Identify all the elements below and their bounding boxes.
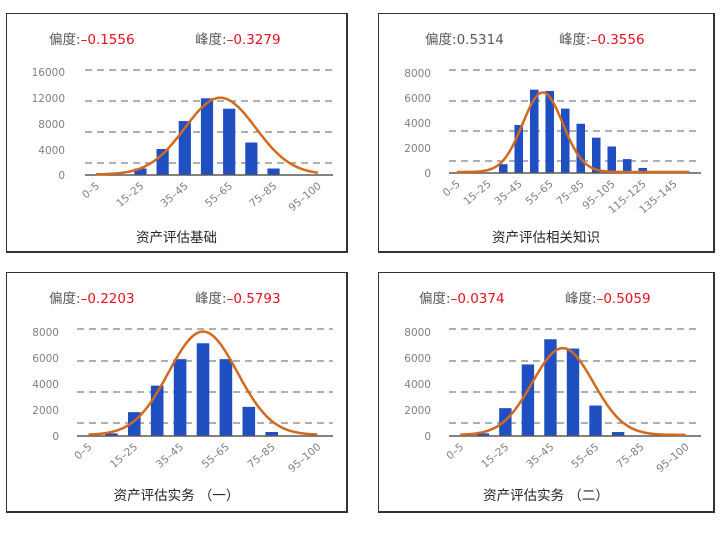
histogram-plot: 020004000600080000–515–2535–4555–6575–85… [404,68,701,216]
histogram-bar [219,359,233,436]
skewness-stat: 偏度:–0.0374 [419,291,505,307]
histogram-bar [196,343,210,436]
histogram-bar [267,168,280,175]
y-tick-label: 16000 [32,67,65,79]
skewness-stat: 偏度:0.5314 [425,32,504,48]
y-tick-label: 8000 [32,327,59,339]
chart-title: 资产评估实务 （二） [483,488,609,504]
x-tick-label: 75–85 [245,441,277,471]
normal-fit-curve [96,96,319,176]
y-tick-label: 0 [424,431,431,443]
x-tick-label: 15–25 [114,180,146,210]
kurtosis-stat: 峰度:–0.5793 [195,291,281,307]
y-tick-label: 8000 [404,68,431,80]
histogram-bar [589,405,602,436]
y-tick-label: 0 [58,170,65,182]
x-tick-label: 75–85 [247,180,279,210]
histogram-bar [566,348,580,436]
skewness-stat: 偏度:–0.2203 [49,291,135,307]
y-tick-label: 4000 [32,379,59,391]
histogram-bar [560,108,570,173]
y-tick-label: 2000 [404,405,431,417]
chart-title: 资产评估实务 （一） [113,488,240,504]
x-tick-label: 0–5 [441,178,463,199]
histogram-bar [498,164,508,173]
x-tick-label: 0–5 [72,441,94,462]
x-tick-label: 35–45 [524,441,556,471]
x-tick-label: 75–85 [614,441,646,471]
histogram-bar [622,159,632,173]
histogram-bar [476,433,490,436]
histogram-bar [265,432,279,436]
y-tick-label: 4000 [404,118,431,130]
normal-fit-curve [460,346,686,437]
y-tick-label: 4000 [404,379,431,391]
y-tick-label: 2000 [404,143,431,155]
skewness-stat: 偏度:–0.1556 [49,32,135,48]
histogram-plot: 0 2000 4000 6000 8000 0–5 15–25 35–45 55–65 75–85… [404,327,701,475]
histogram-bar [591,137,601,173]
y-tick-label: 6000 [404,93,431,105]
x-tick-label: 55–65 [200,441,232,471]
chart-title: 资产评估相关知识 [492,230,600,246]
histogram-bar [105,433,118,436]
y-tick-label: 8000 [404,327,431,339]
histogram-plot: 0 4000 8000 12000 16000 0–5 15–25 35–45 55–65 75–… [32,67,333,214]
x-tick-label: 35–45 [492,178,524,208]
histogram-plot: 0 2000 4000 6000 8000 0–5 15–25 35–45 55–65 75–85… [32,327,333,475]
normal-fit-curve [88,330,318,436]
x-tick-label: 55–65 [203,180,235,210]
x-tick-label: 95–100 [286,441,323,475]
histogram-bar [223,108,236,175]
x-tick-label: 95–100 [654,441,691,475]
x-tick-label: 15–25 [479,441,511,471]
histogram-bar [178,121,191,175]
histogram-bar [514,125,524,173]
histogram-bar [529,89,539,173]
histogram-bar [611,432,625,436]
x-tick-label: 15–25 [461,178,493,208]
kurtosis-stat: 峰度:–0.3556 [559,32,645,48]
x-tick-label: 0–5 [444,441,466,462]
y-tick-label: 4000 [38,145,65,157]
histogram-bar [242,406,256,436]
x-tick-label: 55–65 [523,178,555,208]
histogram-bar [134,168,147,175]
chart-panel-practice-1: 偏度:–0.2203 峰度:–0.5793 0 2000 4000 6000 8000 0… [6,272,348,513]
x-tick-label: 95–100 [287,180,324,214]
histogram-bar [638,167,648,173]
histogram-bar [544,339,557,436]
y-tick-label: 0 [424,168,431,180]
x-tick-label: 35–45 [159,180,191,210]
histogram-bar [521,364,535,436]
x-tick-label: 55–65 [569,441,601,471]
y-tick-label: 6000 [404,353,431,365]
histogram-bar [499,408,512,436]
chart-panel-asset-valuation-basics: 偏度:–0.1556 峰度:–0.3279 0 4000 8000 12000 1600… [6,13,348,253]
y-tick-label: 0 [52,431,59,443]
y-tick-label: 2000 [32,405,59,417]
y-tick-label: 8000 [38,119,65,131]
histogram-bar [576,123,586,173]
y-tick-label: 12000 [32,93,65,105]
histogram-bar [173,359,187,436]
kurtosis-stat: 峰度:–0.5059 [565,291,651,307]
histogram-bar [200,98,214,175]
normal-fit-curve [456,91,690,174]
y-tick-label: 6000 [32,353,59,365]
histogram-bar [545,90,555,173]
x-tick-label: 15–25 [108,441,140,471]
kurtosis-stat: 峰度:–0.3279 [195,32,281,48]
chart-title: 资产评估基础 [136,230,217,246]
chart-panel-related-knowledge: 偏度:0.5314 峰度:–0.3556 0 2000 4000 6000 8000 0–… [378,13,715,253]
chart-panel-practice-2: 偏度:–0.0374 峰度:–0.5059 0 2000 4000 6000 8000 0… [378,272,715,513]
histogram-bar [245,142,258,175]
histogram-bar [607,146,617,173]
x-tick-label: 35–45 [154,441,186,471]
x-tick-label: 0–5 [80,180,102,201]
